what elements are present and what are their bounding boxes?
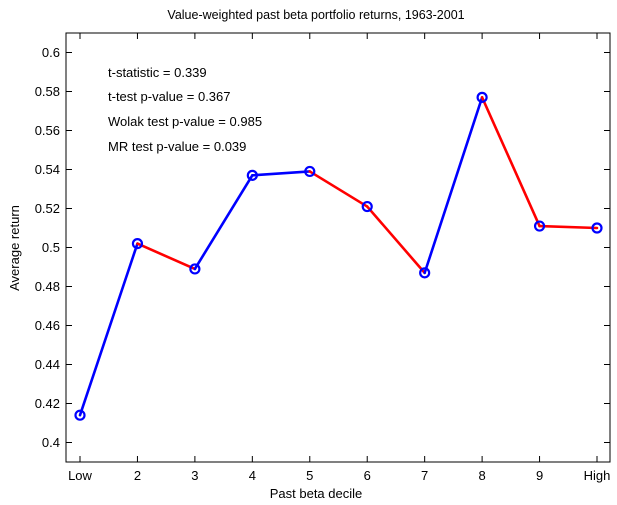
y-tick-label: 0.42 xyxy=(35,396,60,411)
x-tick-label: 8 xyxy=(478,468,485,483)
y-tick-label: 0.4 xyxy=(42,435,60,450)
x-tick-label: 2 xyxy=(134,468,141,483)
annotation-text: t-test p-value = 0.367 xyxy=(108,89,231,104)
x-tick-label: 4 xyxy=(249,468,256,483)
line-segment xyxy=(538,224,599,230)
line-segment xyxy=(193,174,254,271)
data-point-marker xyxy=(476,91,488,103)
line-segment xyxy=(78,242,139,417)
x-tick-label: 7 xyxy=(421,468,428,483)
data-point-marker xyxy=(419,267,431,279)
data-point-marker xyxy=(361,200,373,213)
series-markers xyxy=(74,91,603,421)
plot-area xyxy=(65,32,611,463)
annotation-text: MR test p-value = 0.039 xyxy=(108,139,246,154)
y-tick-label: 0.5 xyxy=(42,240,60,255)
x-tick-label: 3 xyxy=(191,468,198,483)
line-segment xyxy=(480,96,541,228)
line-segment xyxy=(136,242,197,271)
data-point-marker xyxy=(189,263,201,275)
annotations: t-statistic = 0.339 t-test p-value = 0.36… xyxy=(108,65,262,154)
y-tick-label: 0.52 xyxy=(35,201,60,216)
annotation-text: t-statistic = 0.339 xyxy=(108,65,207,80)
y-tick-label: 0.48 xyxy=(35,279,60,294)
y-tick-label: 0.56 xyxy=(35,123,60,138)
data-point-marker xyxy=(533,220,546,232)
y-tick-label: 0.46 xyxy=(35,318,60,333)
x-tick-label: 9 xyxy=(536,468,543,483)
line-segment xyxy=(365,205,426,275)
x-axis: Low 2 3 4 5 6 7 8 9 High xyxy=(68,33,610,483)
data-point-marker xyxy=(131,238,144,250)
chart-title: Value-weighted past beta portfolio retur… xyxy=(167,8,464,22)
annotation-text: Wolak test p-value = 0.985 xyxy=(108,114,262,129)
line-segment xyxy=(423,96,484,275)
line-segment xyxy=(308,170,369,208)
x-tick-label: High xyxy=(584,468,611,483)
x-tick-label: Low xyxy=(68,468,92,483)
series-line xyxy=(78,96,599,417)
data-point-marker xyxy=(304,165,316,178)
y-axis: 0.4 0.42 0.44 0.46 0.48 0.5 0.52 0.54 0.56 0.58 0.… xyxy=(35,45,610,450)
y-axis-label: Average return xyxy=(7,205,22,291)
y-tick-label: 0.58 xyxy=(35,84,60,99)
data-point-marker xyxy=(74,409,86,421)
data-point-marker xyxy=(246,169,258,181)
y-tick-label: 0.44 xyxy=(35,357,60,372)
x-axis-label: Past beta decile xyxy=(270,486,363,501)
x-tick-label: 6 xyxy=(364,468,371,483)
y-tick-label: 0.54 xyxy=(35,162,60,177)
line-segment xyxy=(251,170,312,177)
data-point-marker xyxy=(591,222,603,234)
x-tick-label: 5 xyxy=(306,468,313,483)
y-tick-label: 0.6 xyxy=(42,45,60,60)
